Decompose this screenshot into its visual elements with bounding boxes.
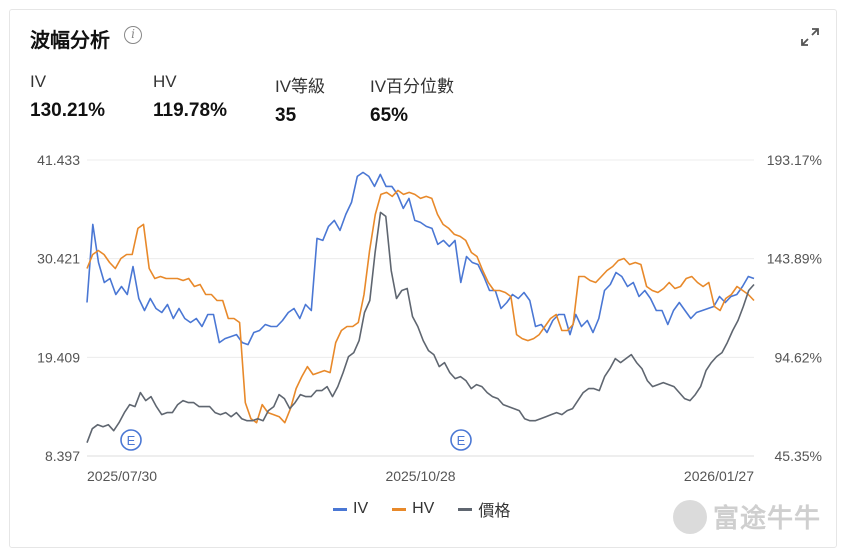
legend-swatch-price	[458, 507, 473, 511]
info-icon[interactable]: i	[124, 26, 142, 44]
earnings-marker-icon	[120, 429, 142, 451]
metric-iv-label: IV	[30, 72, 47, 91]
legend-swatch-iv	[333, 507, 347, 511]
iv-series-line	[86, 171, 755, 346]
earnings-marker-icon	[450, 429, 472, 451]
y-left-tick-label: 30.421	[37, 251, 80, 267]
volatility-card: 波幅分析 i IV 130.21% HV 119.78% IV等級 35 IV百…	[9, 9, 837, 548]
y-right-tick-label: 45.35%	[775, 448, 822, 464]
legend-item-hv[interactable]: HV	[392, 497, 434, 521]
metric-iv-rank-value: 35	[275, 105, 297, 126]
legend-label-iv: IV	[353, 500, 369, 517]
expand-icon[interactable]	[799, 26, 821, 48]
hv-series-line	[86, 189, 755, 424]
watermark: 富途牛牛	[673, 498, 821, 535]
legend-item-price[interactable]: 價格	[458, 497, 510, 521]
x-tick-label: 2026/01/27	[684, 468, 754, 484]
metric-iv-percentile: IV百分位數 65%	[370, 72, 454, 127]
y-right-tick-label: 193.17%	[767, 152, 822, 168]
y-left-tick-label: 8.397	[45, 448, 80, 464]
metric-hv-value: 119.78%	[153, 100, 227, 121]
y-right-tick-label: 94.62%	[775, 349, 822, 365]
metric-iv-percentile-label: IV百分位數	[370, 77, 455, 96]
chart-legend: IV HV 價格	[333, 497, 510, 521]
metric-hv: HV 119.78%	[153, 72, 227, 122]
watermark-text: 富途牛牛	[713, 503, 822, 533]
x-tick-label: 2025/10/28	[385, 468, 455, 484]
earnings-marker-label: E	[127, 433, 136, 448]
legend-label-price: 價格	[478, 503, 511, 520]
metric-iv: IV 130.21%	[30, 72, 105, 122]
metric-iv-rank-label: IV等級	[275, 77, 326, 96]
y-right-tick-label: 143.89%	[767, 251, 822, 267]
legend-label-hv: HV	[412, 500, 435, 517]
metric-hv-label: HV	[153, 72, 177, 91]
metric-iv-rank: IV等級 35	[275, 72, 325, 127]
y-left-tick-label: 41.433	[37, 152, 80, 168]
y-left-tick-label: 19.409	[37, 349, 80, 365]
legend-swatch-hv	[392, 507, 407, 511]
futu-logo-icon	[673, 499, 707, 534]
x-tick-label: 2025/07/30	[87, 468, 157, 484]
metric-iv-value: 130.21%	[30, 100, 106, 121]
earnings-marker-label: E	[457, 433, 466, 448]
legend-item-iv[interactable]: IV	[333, 497, 368, 521]
metric-iv-percentile-value: 65%	[370, 105, 409, 126]
card-title: 波幅分析	[30, 30, 110, 52]
price-series-line	[86, 211, 755, 443]
